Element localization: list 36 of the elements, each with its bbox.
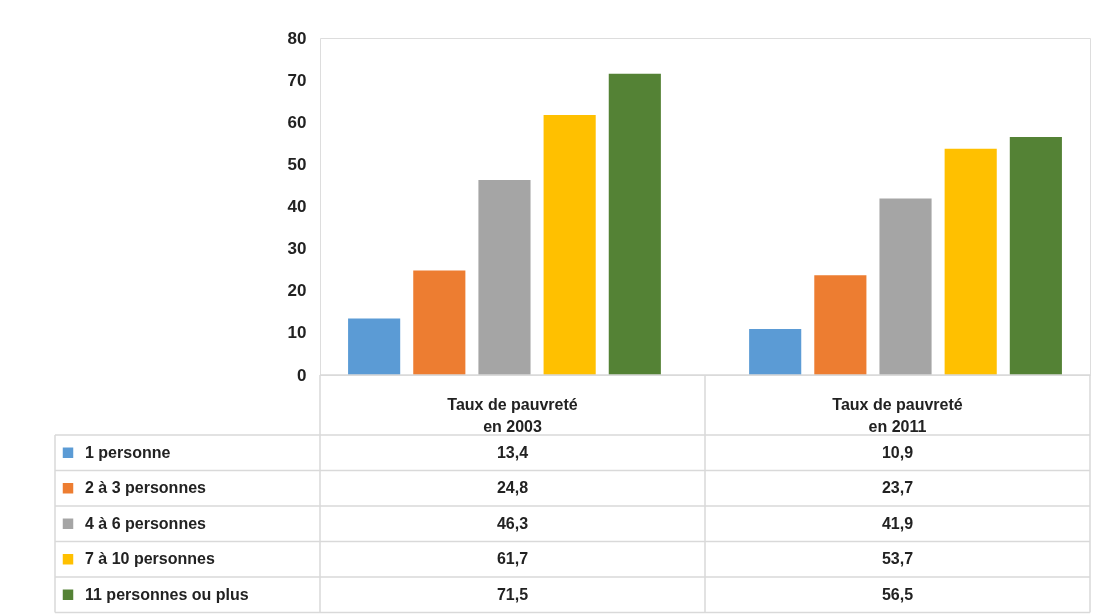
y-tick-label: 30 (287, 239, 307, 259)
data-label: 41,9 (881, 514, 914, 532)
y-tick-label: 70 (287, 70, 307, 90)
bar (478, 179, 531, 375)
y-tick-label: 50 (287, 154, 307, 174)
bar (944, 148, 997, 375)
data-label: 61,7 (496, 550, 529, 568)
x-tick-label: Taux de pauvreté en 2011 (832, 396, 963, 435)
y-tick-label: 60 (287, 112, 307, 132)
bar (879, 198, 932, 375)
bar (413, 270, 466, 375)
y-tick-label: 20 (287, 281, 307, 301)
y-tick-label: 10 (287, 323, 307, 343)
bar (543, 115, 596, 375)
legend-label: 11 personnes ou plus (85, 585, 249, 603)
legend-label: 7 à 10 personnes (85, 550, 215, 568)
legend-label: 2 à 3 personnes (85, 479, 207, 497)
legend-label: 1 personne (85, 443, 171, 461)
legend-label: 4 à 6 personnes (85, 514, 207, 532)
data-label: 23,7 (881, 479, 914, 497)
bar (348, 318, 401, 375)
data-label: 24,8 (496, 479, 529, 497)
bar (814, 275, 867, 375)
bar (1009, 136, 1062, 375)
data-label: 56,5 (881, 585, 914, 603)
y-tick-label: 80 (287, 28, 307, 48)
y-tick-label: 40 (287, 197, 307, 216)
data-label: 10,9 (881, 443, 914, 461)
data-label: 13,4 (496, 443, 529, 461)
data-label: 53,7 (881, 550, 914, 568)
data-label: 46,3 (496, 514, 529, 532)
y-tick-label: 0 (297, 365, 307, 385)
x-tick-label: Taux de pauvreté en 2003 (447, 396, 578, 435)
bar (749, 329, 802, 375)
data-label: 71,5 (496, 585, 529, 603)
bar (608, 73, 661, 375)
